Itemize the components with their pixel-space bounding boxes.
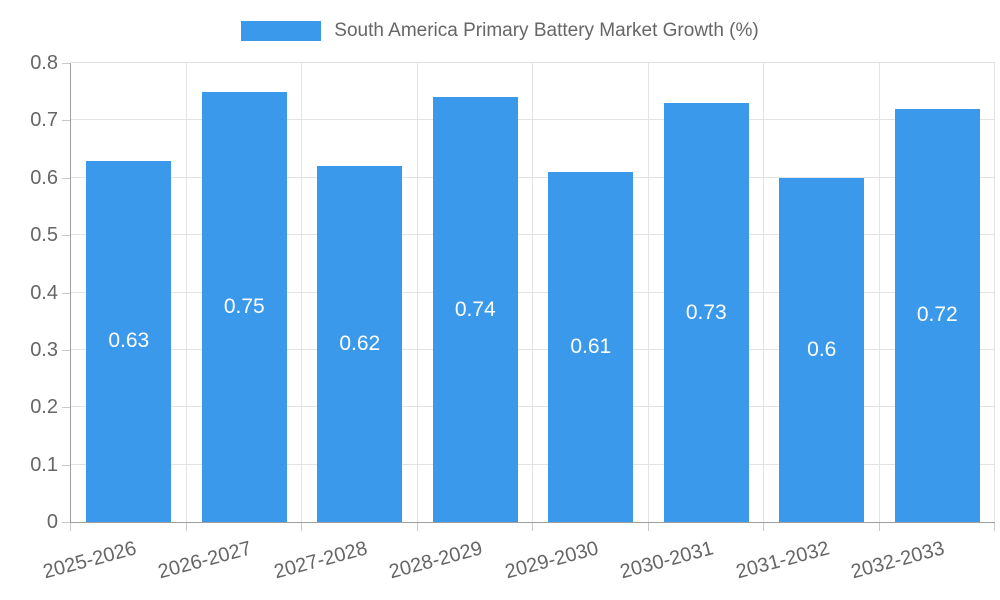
y-gridline <box>71 62 995 63</box>
y-tick-mark <box>62 63 70 64</box>
bar-value-label: 0.75 <box>223 294 265 318</box>
y-tick-label: 0.5 <box>30 224 58 247</box>
y-gridline <box>71 119 995 121</box>
y-tick-mark <box>62 120 70 122</box>
y-gridline <box>71 463 995 465</box>
x-gridline <box>994 63 995 522</box>
y-tick-mark <box>62 349 70 351</box>
x-gridline <box>416 63 418 522</box>
x-gridline <box>763 63 764 522</box>
bar-value-label: 0.6 <box>807 337 837 361</box>
x-gridline <box>185 63 187 522</box>
bar-value-label: 0.63 <box>108 329 150 353</box>
x-tick-mark <box>532 523 533 531</box>
y-tick-label: 0.4 <box>30 281 58 304</box>
y-gridline <box>71 176 995 178</box>
y-gridline <box>71 234 995 236</box>
bar[interactable] <box>86 160 172 522</box>
x-tick-mark <box>994 523 995 531</box>
x-gridline <box>878 63 880 522</box>
y-tick-mark <box>62 235 70 237</box>
bar[interactable] <box>894 108 980 522</box>
x-tick-mark <box>416 523 418 531</box>
x-tick-mark <box>647 523 649 531</box>
y-tick-mark <box>62 292 70 294</box>
x-tick-mark <box>878 523 880 531</box>
x-gridline <box>301 63 302 522</box>
y-tick-label: 0.2 <box>30 396 58 419</box>
bar-value-label: 0.74 <box>454 297 496 321</box>
bar-value-label: 0.72 <box>916 303 958 327</box>
y-tick-label: 0.8 <box>30 52 58 74</box>
x-tick-mark <box>763 523 764 531</box>
chart-legend[interactable]: South America Primary Battery Market Gro… <box>0 20 1000 42</box>
y-gridline <box>71 348 995 350</box>
bar[interactable] <box>779 177 865 522</box>
y-gridline <box>71 291 995 293</box>
x-tick-mark <box>185 523 187 531</box>
y-tick-label: 0.7 <box>30 109 58 132</box>
x-tick-mark <box>301 523 302 531</box>
bar-value-label: 0.61 <box>570 335 612 358</box>
plot-area: 0.63 0.75 0.62 0.74 0.61 0.73 0.6 0.72 <box>70 62 995 523</box>
bar-value-label: 0.62 <box>339 332 381 356</box>
y-gridline <box>71 406 995 408</box>
y-tick-mark <box>62 464 70 466</box>
bar[interactable] <box>663 103 749 522</box>
x-gridline <box>532 63 533 522</box>
y-tick-label: 0.6 <box>30 166 58 189</box>
bar[interactable] <box>201 91 287 522</box>
y-tick-mark <box>62 407 70 409</box>
legend-swatch-icon <box>241 21 322 41</box>
bar[interactable] <box>432 97 518 522</box>
x-gridline <box>647 63 649 522</box>
bar-value-label: 0.73 <box>685 300 727 324</box>
bar[interactable] <box>317 166 403 522</box>
y-tick-label: 0 <box>46 511 58 533</box>
y-tick-label: 0.3 <box>30 338 58 361</box>
y-tick-mark <box>62 522 70 523</box>
y-tick-label: 0.1 <box>30 453 58 476</box>
y-tick-mark <box>62 177 70 179</box>
bar[interactable] <box>548 172 634 522</box>
x-tick-mark <box>70 523 71 531</box>
legend-label: South America Primary Battery Market Gro… <box>334 20 759 41</box>
